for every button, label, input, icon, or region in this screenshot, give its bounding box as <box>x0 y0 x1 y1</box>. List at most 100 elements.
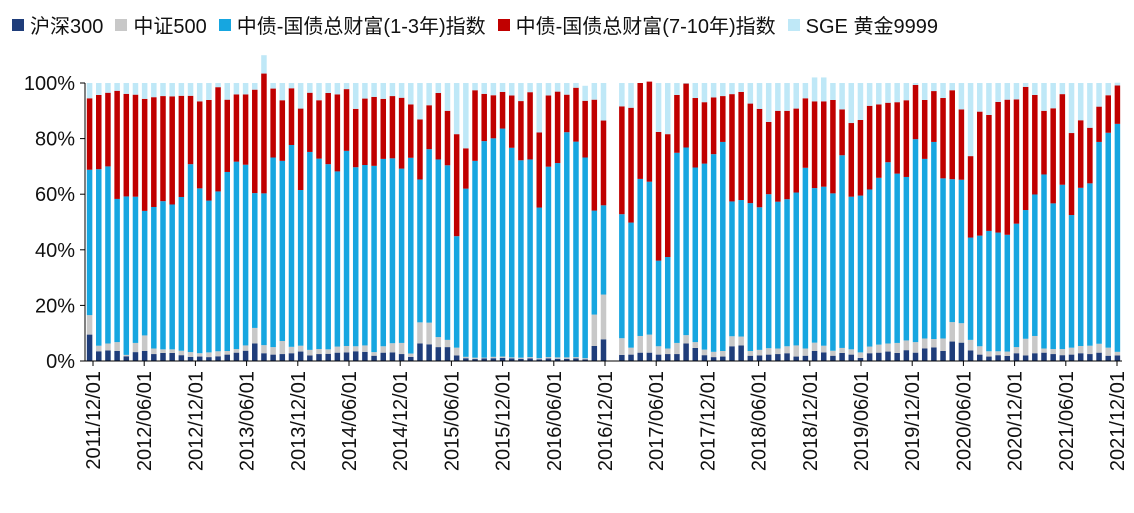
bar-segment <box>692 98 699 168</box>
bar-segment <box>958 109 965 180</box>
bar-segment <box>105 83 111 93</box>
bar-segment <box>499 356 506 358</box>
bar-segment <box>1032 335 1038 354</box>
bar-segment <box>316 158 322 350</box>
x-tick-label: 2018/12/01 <box>800 371 822 471</box>
bar-segment <box>187 83 194 96</box>
x-tick-label: 2020/12/01 <box>1005 371 1027 471</box>
bar-segment <box>701 163 708 350</box>
bar-segment <box>518 101 524 161</box>
x-tick-label: 2015/06/01 <box>441 371 463 471</box>
bar-segment <box>756 349 763 356</box>
bar-segment <box>187 352 194 357</box>
bar-segment <box>1077 353 1084 361</box>
bar-segment <box>747 83 754 104</box>
bar-segment <box>252 193 258 328</box>
bar-segment <box>848 196 855 350</box>
bar-segment <box>857 357 864 361</box>
bar-segment <box>793 345 799 357</box>
bar-segment <box>288 88 295 145</box>
bar-segment <box>352 83 359 109</box>
bar-segment <box>307 349 313 356</box>
bar-segment <box>261 193 267 346</box>
bar-segment <box>664 348 671 355</box>
bar-segment <box>160 96 166 202</box>
bar-segment <box>206 200 212 353</box>
bar-segment <box>1105 355 1111 361</box>
bar-segment <box>729 346 735 361</box>
bar-segment <box>169 204 175 350</box>
bar-segment <box>931 339 937 348</box>
bar-segment <box>940 338 946 351</box>
bar-segment <box>1096 352 1102 361</box>
bar-segment <box>720 83 726 97</box>
bar-segment <box>545 83 552 96</box>
bar-segment <box>876 104 882 178</box>
bar-segment <box>784 110 790 200</box>
bar-segment <box>380 83 387 99</box>
bar-segment <box>233 352 240 361</box>
bar-segment <box>518 358 524 361</box>
bar-segment <box>848 354 855 361</box>
bar-segment <box>848 83 855 124</box>
bar-segment <box>536 83 543 133</box>
bar-segment <box>435 93 442 160</box>
bar-segment <box>86 334 93 361</box>
x-tick-label: 2012/06/01 <box>134 371 156 471</box>
legend-label: 沪深300 <box>30 16 104 38</box>
bar-segment <box>876 344 882 353</box>
bar-segment <box>398 83 405 98</box>
bar-segment <box>288 83 295 89</box>
bar-segment <box>894 342 900 353</box>
bar-segment <box>720 96 726 142</box>
bar-segment <box>894 83 900 103</box>
bar-segment <box>628 83 634 108</box>
bar-segment <box>885 162 891 344</box>
bar-segment <box>710 357 717 361</box>
bar-segment <box>747 103 754 204</box>
bar-segment <box>371 352 377 356</box>
bar-segment <box>738 336 744 346</box>
bar-segment <box>830 193 836 351</box>
bar-segment <box>96 94 102 170</box>
bar-segment <box>912 84 919 140</box>
bar-segment <box>600 339 607 361</box>
bar-segment <box>1059 349 1066 356</box>
y-tick-label: 20% <box>35 295 75 317</box>
bar-segment <box>297 351 304 361</box>
bar-segment <box>481 93 487 142</box>
bar-segment <box>417 343 423 361</box>
legend-item-0: 沪深300 <box>12 10 103 39</box>
bar-segment <box>720 141 726 351</box>
bar-segment <box>224 99 230 172</box>
bar-segment <box>297 83 304 109</box>
bar-segment <box>573 141 579 358</box>
bar-segment <box>793 356 799 361</box>
bar-segment <box>141 210 148 336</box>
bar-segment <box>1087 83 1093 128</box>
bar-segment <box>591 345 598 361</box>
bar-segment <box>105 343 111 351</box>
bar-segment <box>279 100 286 161</box>
bar-segment <box>508 358 515 361</box>
legend-label: 中债-国债总财富(1-3年)指数 <box>236 16 486 38</box>
bar-segment <box>261 345 267 354</box>
bar-segment <box>1022 86 1029 211</box>
y-tick-label: 80% <box>35 129 75 151</box>
bar-segment <box>765 83 772 122</box>
bar-segment <box>1013 223 1020 348</box>
y-tick-label: 100% <box>24 73 75 95</box>
bar-segment <box>316 349 322 355</box>
bar-segment <box>1105 132 1111 348</box>
legend-label: 中债-国债总财富(7-10年)指数 <box>515 16 776 38</box>
bar-segment <box>1087 354 1093 361</box>
bar-segment <box>582 358 588 360</box>
bar-segment <box>802 83 809 99</box>
bar-segment <box>481 141 487 358</box>
bar-segment <box>811 77 818 102</box>
bar-segment <box>352 351 359 361</box>
bar-segment <box>408 157 414 354</box>
bar-segment <box>499 83 506 92</box>
bar-segment <box>206 352 212 358</box>
bar-segment <box>820 186 827 346</box>
